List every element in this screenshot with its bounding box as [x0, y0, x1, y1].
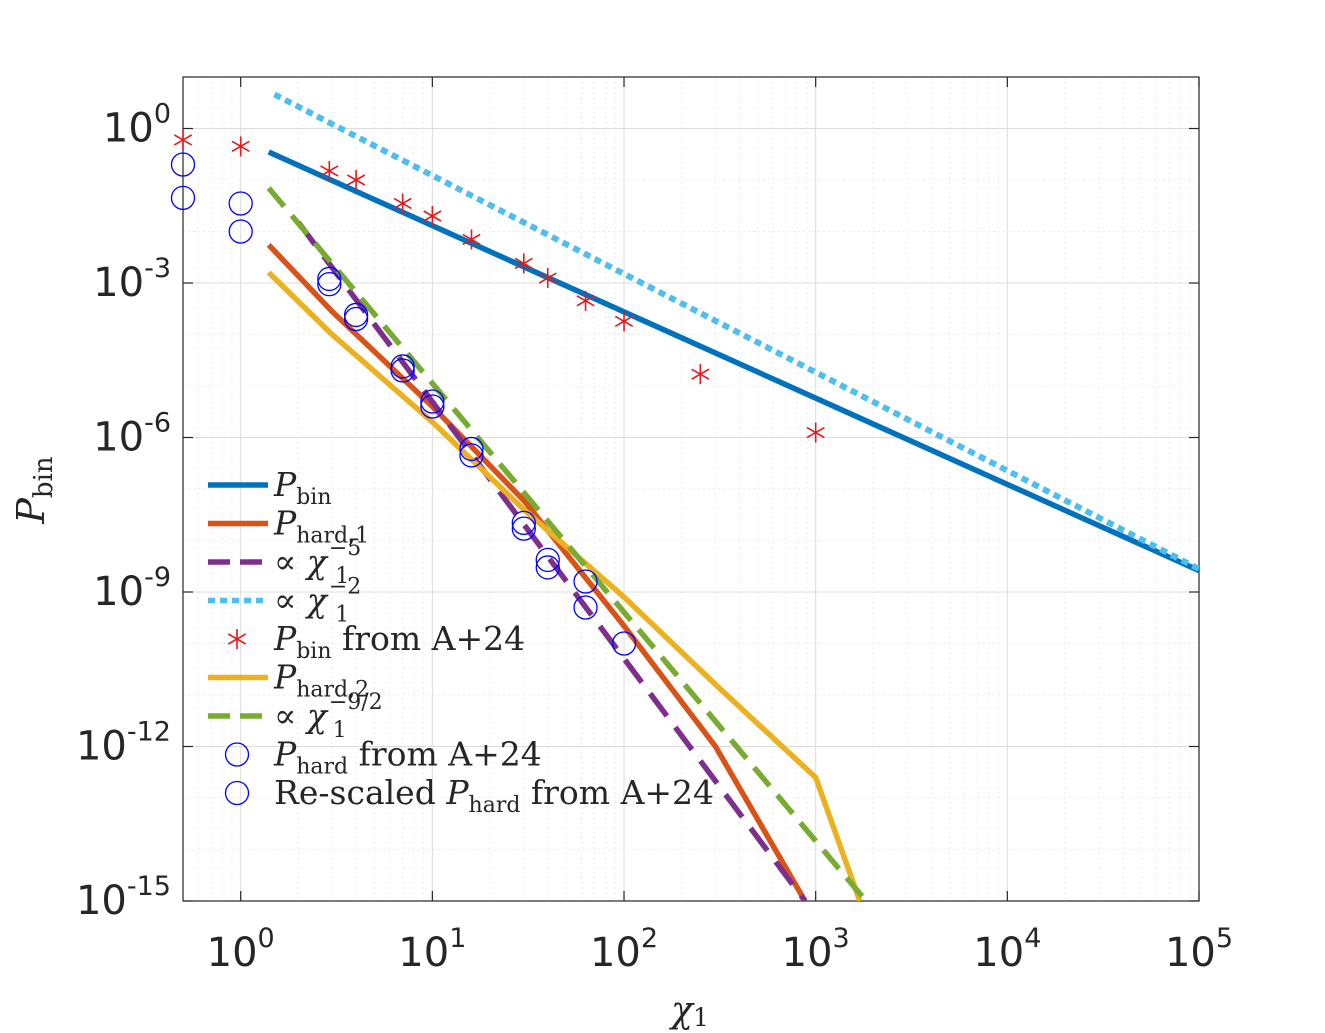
series-re-scaled-p-hard-from-a-24-8-point: [228, 219, 253, 244]
y-axis-label: Pbin: [9, 456, 59, 525]
series-p-hard-1-1-line: [266, 243, 808, 901]
y-tick-label: 10-6: [93, 408, 171, 461]
x-tick-label: 100: [207, 923, 275, 976]
series-p-hard-from-a-24-7-point: [459, 436, 484, 462]
marker-layer: [170, 129, 825, 656]
series-p-bin-from-a-24-4-point: [320, 160, 339, 181]
series-layer: [266, 91, 1199, 901]
y-tick-label: 10-12: [76, 717, 171, 770]
series-p-bin-from-a-24-4-point: [346, 170, 366, 190]
series-p-hard-from-a-24-7-point: [573, 569, 598, 594]
legend-item-p-bin: Pbin: [208, 465, 332, 510]
series-1-5-2-line: [296, 220, 808, 901]
series-p-hard-from-a-24-7-point: [511, 510, 536, 536]
series-p-bin-from-a-24-4-point: [691, 364, 710, 385]
x-axis-label-base: χ: [668, 990, 695, 1031]
y-tick-label: 10-15: [76, 871, 171, 924]
legend-label: Phard,2: [273, 658, 369, 703]
y-tick-labels: 100 10-3 10-6 10-9 10-12 10-15: [76, 99, 171, 925]
series-1-9-2-6-line: [266, 186, 869, 901]
x-tick-labels: 100 101 102 103 104 105: [207, 923, 1233, 976]
series-re-scaled-p-hard-from-a-24-8-point: [317, 271, 342, 297]
series-p-bin-from-a-24-4-point: [614, 311, 634, 332]
axis-ticks: [183, 77, 1200, 902]
series-1-2-3-line: [273, 91, 1199, 572]
x-tick-label: 102: [590, 923, 658, 976]
y-tick-label: 10-9: [93, 562, 171, 615]
series-re-scaled-p-hard-from-a-24-8-point: [535, 555, 560, 580]
series-p-bin-from-a-24-4-point: [393, 193, 412, 214]
series-re-scaled-p-hard-from-a-24-8-point: [459, 443, 484, 468]
series-re-scaled-p-hard-from-a-24-8-point: [511, 516, 536, 541]
x-axis-label-sub: 1: [693, 1003, 709, 1032]
legend-item-1-5: ∝ χ−5 1: [208, 536, 361, 589]
x-tick-label: 104: [973, 923, 1041, 976]
legend-item-p-bin-from-a-24: Pbin from A+24: [227, 619, 525, 664]
legend-item-p-hard-from-a-24: Phard from A+24: [224, 735, 542, 780]
legend-label: Pbin: [273, 465, 332, 510]
legend-label: ∝ χ−2 1: [274, 575, 361, 628]
series-p-bin-from-a-24-4-point: [806, 422, 825, 443]
series-p-bin-from-a-24-4-point: [173, 129, 193, 150]
plot-frame: [182, 76, 1200, 902]
legend-label: Phard,1: [273, 504, 369, 549]
series-p-hard-from-a-24-7-point: [228, 191, 253, 216]
series-p-hard-from-a-24-7-point: [317, 266, 342, 292]
series-re-scaled-p-hard-from-a-24-8-point: [343, 306, 369, 332]
series-p-bin-from-a-24-4-point: [231, 136, 250, 157]
x-axis-label: χ1: [668, 990, 709, 1032]
y-axis-label-base: P: [9, 497, 53, 525]
series-p-hard-from-a-24-7-point: [170, 152, 196, 177]
legend-swatch: [227, 629, 247, 649]
series-re-scaled-p-hard-from-a-24-8-point: [420, 394, 445, 419]
legend-item-1-2: ∝ χ−2 1: [208, 575, 361, 628]
legend-label: Re-scaled Phard from A+24: [274, 773, 714, 818]
x-tick-label: 101: [398, 923, 466, 976]
y-axis-label-sub: bin: [29, 456, 59, 498]
series-p-hard-from-a-24-7-point: [343, 302, 369, 328]
series-p-bin-from-a-24-4-point: [538, 268, 557, 289]
legend-item-re-scaled-p-hard-from-a-24: Re-scaled Phard from A+24: [224, 773, 714, 818]
y-tick-label: 10-3: [93, 253, 171, 306]
legend-label: ∝ χ−9/2 1: [274, 690, 383, 743]
x-tick-label: 103: [782, 923, 850, 976]
series-re-scaled-p-hard-from-a-24-8-point: [611, 631, 637, 656]
series-p-bin-0-line: [267, 149, 1199, 574]
series-p-bin-from-a-24-4-point: [423, 205, 442, 226]
legend-label: Pbin from A+24: [273, 619, 525, 664]
series-p-bin-from-a-24-4-point: [462, 229, 481, 250]
series-re-scaled-p-hard-from-a-24-8-point: [390, 358, 415, 383]
legend-swatch: [224, 742, 250, 767]
legend-item-p-hard-2: Phard,2: [208, 658, 369, 703]
y-tick-label: 100: [103, 99, 171, 152]
series-re-scaled-p-hard-from-a-24-8-point: [573, 595, 598, 620]
legend-label: Phard from A+24: [273, 735, 542, 780]
series-p-hard-from-a-24-7-point: [390, 354, 415, 379]
series-p-bin-from-a-24-4-point: [576, 290, 595, 311]
legend-label: ∝ χ−5 1: [274, 536, 361, 589]
x-tick-label: 105: [1165, 923, 1233, 976]
series-re-scaled-p-hard-from-a-24-8-point: [170, 185, 196, 211]
series-p-hard-from-a-24-7-point: [535, 547, 560, 573]
legend-swatch: [224, 780, 250, 806]
series-p-hard-from-a-24-7-point: [420, 389, 445, 414]
legend-item-p-hard-1: Phard,1: [208, 504, 369, 549]
series-p-bin-from-a-24-4-point: [514, 253, 533, 274]
legend-item-1-9-2: ∝ χ−9/2 1: [208, 690, 383, 743]
